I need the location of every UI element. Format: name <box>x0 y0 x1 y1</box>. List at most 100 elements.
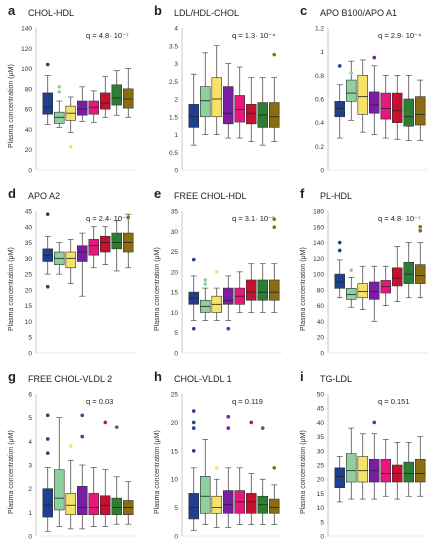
box-group-2 <box>54 242 65 275</box>
y-tick-label: 10 <box>171 477 179 484</box>
outlier-point <box>226 326 231 331</box>
y-tick-label: 1 <box>174 132 178 139</box>
q-value-label: q = 2.4· 10⁻⁵ <box>86 214 130 223</box>
y-tick-label: 2.5 <box>169 79 178 86</box>
y-tick-label: 5 <box>320 519 324 526</box>
y-tick-label: 10 <box>25 319 33 326</box>
panel-title: TG-LDL <box>320 374 353 384</box>
outlier-point <box>260 426 265 430</box>
y-tick-label: 0.4 <box>315 120 324 127</box>
panel-title: CHOL-VLDL 1 <box>174 374 232 384</box>
outlier-point <box>45 413 50 418</box>
box-group-3 <box>211 45 222 135</box>
box-group-8 <box>415 436 426 497</box>
box-group-1 <box>188 73 199 146</box>
box <box>334 273 345 289</box>
boxplot-chart: 0 1 2 3 4 5 6 <box>28 392 136 541</box>
outlier-point <box>272 52 277 57</box>
box <box>188 493 199 520</box>
panel-b: b LDL/HDL-CHOL q = 1.3· 10⁻⁴ 0 0.5 1 1.5 2 2.5 3 3… <box>146 0 292 183</box>
box-group-3 <box>211 466 222 528</box>
panel-letter: d <box>8 186 16 201</box>
box-group-6 <box>392 75 403 140</box>
box-group-5 <box>88 467 99 527</box>
box-group-5 <box>234 66 245 139</box>
box-group-2 <box>346 427 357 500</box>
box <box>111 84 122 106</box>
box <box>357 75 368 115</box>
y-tick-label: 140 <box>21 26 32 33</box>
y-tick-label: 45 <box>25 209 33 216</box>
panel-title: CHOL-HDL <box>28 8 75 18</box>
y-tick-label: 1 <box>28 510 32 517</box>
y-tick-label: 0 <box>174 351 178 358</box>
box-group-2 <box>200 52 211 135</box>
box <box>88 100 99 115</box>
box-group-8 <box>123 68 134 118</box>
y-tick-label: 20 <box>25 147 33 154</box>
y-tick-label: 2 <box>28 486 32 493</box>
box-group-7 <box>257 426 268 525</box>
box <box>111 497 122 515</box>
box-group-1 <box>42 62 53 125</box>
box-group-8 <box>269 217 280 313</box>
box-group-5 <box>234 467 245 525</box>
panel-letter: e <box>154 186 162 201</box>
q-value-label: q = 4.8· 10⁻⁷ <box>378 214 421 223</box>
y-tick-label: 30 <box>171 229 179 236</box>
outlier-point <box>126 215 131 220</box>
box <box>234 95 245 123</box>
box-group-7 <box>111 425 122 525</box>
outlier-point <box>372 55 377 60</box>
outlier-point <box>203 282 208 286</box>
y-tick-label: 100 <box>313 272 324 279</box>
y-tick-label: 0 <box>28 534 32 541</box>
y-tick-label: 25 <box>25 272 33 279</box>
box <box>223 490 234 514</box>
box-group-4 <box>369 420 380 500</box>
box-group-8 <box>123 213 134 269</box>
box <box>77 245 88 262</box>
panel-title: APO A2 <box>28 191 61 201</box>
outlier-point <box>191 409 196 413</box>
box <box>415 96 426 126</box>
box-group-7 <box>403 75 414 141</box>
outlier-point <box>249 420 254 425</box>
panel-f: f PL-HDL q = 4.8· 10⁻⁷ Plasma concentration… <box>292 183 438 366</box>
outlier-point <box>45 284 50 289</box>
outlier-point <box>191 326 196 331</box>
box-group-4 <box>369 265 380 322</box>
outlier-point <box>57 90 62 94</box>
y-tick-label: 10 <box>171 310 179 317</box>
y-tick-label: 120 <box>21 46 32 53</box>
box-group-6 <box>100 76 111 118</box>
box-group-3 <box>65 239 76 284</box>
panel-e: e FREE CHOL-HDL q = 3.1· 10⁻⁵ Plasma concen… <box>146 183 292 366</box>
outlier-point <box>203 278 208 282</box>
y-tick-label: 6 <box>28 392 32 399</box>
y-tick-label: 3.5 <box>169 43 178 50</box>
box-group-5 <box>88 226 99 269</box>
panel-title: LDL/HDL-CHOL <box>174 8 240 18</box>
outlier-point <box>418 224 423 229</box>
box-group-8 <box>415 224 426 299</box>
y-tick-label: 0.5 <box>169 150 178 157</box>
box-group-1 <box>42 413 53 532</box>
boxplot-chart: 0 5 10 15 20 25 30 35 <box>171 209 282 358</box>
box-group-7 <box>403 242 414 299</box>
y-tick-label: 0.6 <box>315 97 324 104</box>
panel-letter: c <box>300 3 308 18</box>
outlier-point <box>57 85 62 89</box>
y-tick-label: 1.5 <box>169 114 178 121</box>
boxplot-chart: 0 20 40 60 80 100 120 140 160 180 <box>313 209 428 358</box>
box <box>100 92 111 110</box>
box <box>269 102 280 128</box>
panel-title: APO B100/APO A1 <box>320 8 398 18</box>
y-tick-label: 1 <box>320 49 324 56</box>
outlier-point <box>214 270 219 274</box>
outlier-point <box>214 466 219 470</box>
y-tick-label: 40 <box>317 420 325 427</box>
outlier-point <box>191 420 196 425</box>
box-group-6 <box>100 420 111 527</box>
